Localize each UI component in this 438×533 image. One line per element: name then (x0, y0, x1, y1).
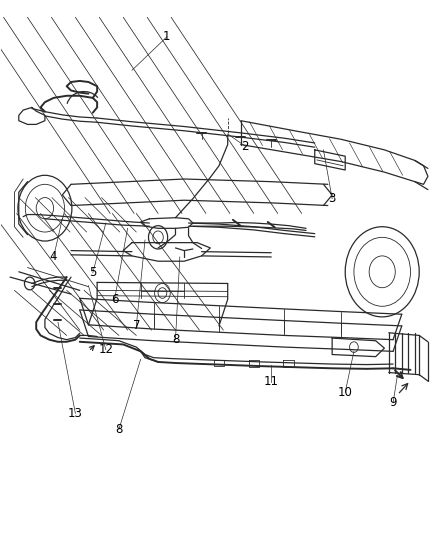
Text: 2: 2 (241, 140, 249, 152)
Text: 3: 3 (328, 192, 336, 205)
Text: 7: 7 (133, 319, 140, 333)
Text: 13: 13 (68, 407, 83, 420)
Text: 11: 11 (264, 375, 279, 388)
Text: 9: 9 (389, 396, 397, 409)
Text: 5: 5 (89, 266, 96, 279)
Text: 12: 12 (99, 343, 113, 356)
Text: 10: 10 (338, 386, 353, 399)
Text: 6: 6 (111, 293, 118, 306)
Text: 4: 4 (50, 251, 57, 263)
Text: 1: 1 (163, 30, 170, 43)
Text: 8: 8 (115, 423, 123, 436)
Text: 8: 8 (172, 333, 179, 346)
